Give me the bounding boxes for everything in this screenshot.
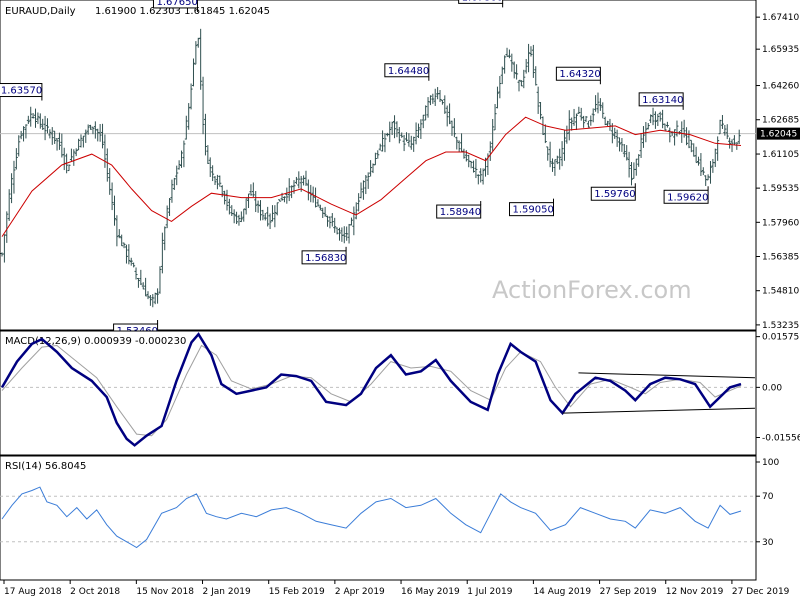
date-axis-label: 14 Aug 2019 bbox=[533, 587, 591, 597]
macd-trendlines bbox=[562, 372, 755, 414]
date-axis-label: 27 Dec 2019 bbox=[732, 587, 790, 597]
macd-signal-line bbox=[1, 344, 742, 437]
annotation-label: 1.67860 bbox=[462, 0, 503, 3]
price-axis-label: 1.65935 bbox=[762, 45, 799, 55]
price-axis-label: 1.64260 bbox=[762, 82, 799, 92]
price-panel: EURAUD,Daily 1.61900 1.62303 1.61845 1.6… bbox=[0, 0, 800, 338]
macd-title: MACD(12,26,9) 0.000939 -0.000230 bbox=[5, 336, 186, 347]
price-axis-label: 1.62685 bbox=[762, 116, 799, 126]
macd-trendline bbox=[562, 407, 755, 414]
macd-axis: 0.01575 0.00 -0.015568 bbox=[756, 333, 800, 444]
price-axis-label: 1.59535 bbox=[762, 184, 799, 194]
rsi-title: RSI(14) 56.8045 bbox=[5, 461, 86, 472]
price-axis: 1.67410 1.65935 1.64260 1.62685 1.61105 1.595… bbox=[756, 13, 800, 331]
annotation-label: 1.59620 bbox=[667, 192, 708, 203]
moving-average-line bbox=[1, 116, 742, 237]
date-axis-label: 2 Oct 2018 bbox=[70, 587, 120, 597]
annotation-label: 1.64320 bbox=[559, 69, 600, 80]
annotation-box bbox=[590, 186, 636, 201]
macd-axis-label: -0.015568 bbox=[762, 434, 800, 444]
annotation-box bbox=[436, 204, 482, 219]
date-axis-label: 27 Sep 2019 bbox=[600, 587, 657, 597]
annotation-box bbox=[555, 66, 601, 81]
date-axis-label: 15 Feb 2019 bbox=[269, 587, 325, 597]
macd-trendline bbox=[578, 372, 755, 379]
annotation-label: 1.67650 bbox=[156, 0, 197, 8]
annotation-label: 1.59050 bbox=[513, 205, 554, 216]
price-axis-label: 1.57960 bbox=[762, 218, 799, 228]
date-axis-label: 2 Jan 2019 bbox=[203, 587, 251, 597]
price-annotations: 1.635701.676501.534601.644801.568301.678… bbox=[0, 0, 709, 338]
annotation-box bbox=[0, 83, 43, 98]
macd-axis-label: 0.00 bbox=[762, 383, 782, 393]
date-axis: 17 Aug 2018 2 Oct 2018 15 Nov 2018 2 Jan 20… bbox=[3, 580, 790, 597]
date-axis-label: 1 Jul 2019 bbox=[467, 587, 512, 597]
annotation-label: 1.63570 bbox=[1, 86, 42, 97]
annotation-box bbox=[663, 189, 709, 204]
macd-panel: MACD(12,26,9) 0.000939 -0.000230 0.01575… bbox=[0, 330, 800, 456]
price-axis-label: 1.56385 bbox=[762, 253, 799, 263]
watermark: ActionForex.com bbox=[492, 276, 692, 304]
price-axis-label: 1.67410 bbox=[762, 13, 799, 23]
instrument-label: EURAUD,Daily bbox=[5, 6, 76, 17]
annotation-box bbox=[301, 250, 347, 265]
macd-frame bbox=[0, 330, 757, 456]
annotation-label: 1.58940 bbox=[440, 207, 481, 218]
date-axis-label: 2 Apr 2019 bbox=[335, 587, 385, 597]
price-axis-label: 1.61105 bbox=[762, 150, 799, 160]
macd-line bbox=[0, 332, 742, 447]
annotation-label: 1.63140 bbox=[642, 95, 683, 106]
rsi-line bbox=[1, 486, 742, 549]
price-axis-label: 1.54810 bbox=[762, 287, 799, 297]
rsi-axis-label: 30 bbox=[762, 538, 774, 548]
macd-axis-label: 0.01575 bbox=[762, 333, 799, 343]
date-axis-label: 12 Nov 2019 bbox=[666, 587, 724, 597]
date-axis-label: 15 Nov 2018 bbox=[136, 587, 194, 597]
rsi-axis-label: 70 bbox=[762, 492, 774, 502]
annotation-label: 1.56830 bbox=[305, 253, 346, 264]
current-price-label: 1.62045 bbox=[760, 130, 797, 140]
annotation-label: 1.64480 bbox=[388, 66, 429, 77]
annotation-box bbox=[509, 202, 555, 217]
annotation-label: 1.59760 bbox=[594, 189, 635, 200]
annotation-box bbox=[638, 92, 684, 107]
rsi-axis-label: 100 bbox=[762, 458, 779, 468]
ohlc-label: 1.61900 1.62303 1.61845 1.62045 bbox=[95, 6, 270, 17]
date-axis-label: 16 May 2019 bbox=[401, 587, 460, 597]
price-axis-label: 1.53235 bbox=[762, 321, 799, 331]
current-price-tag bbox=[757, 127, 800, 140]
annotation-box bbox=[458, 0, 504, 4]
annotation-box bbox=[384, 63, 430, 78]
date-axis-label: 17 Aug 2018 bbox=[4, 587, 62, 597]
price-bars bbox=[0, 28, 741, 308]
rsi-frame bbox=[0, 455, 757, 581]
rsi-panel: RSI(14) 56.8045 100 70 30 bbox=[0, 455, 779, 581]
annotation-box bbox=[152, 0, 198, 9]
rsi-axis: 100 70 30 bbox=[756, 458, 779, 548]
